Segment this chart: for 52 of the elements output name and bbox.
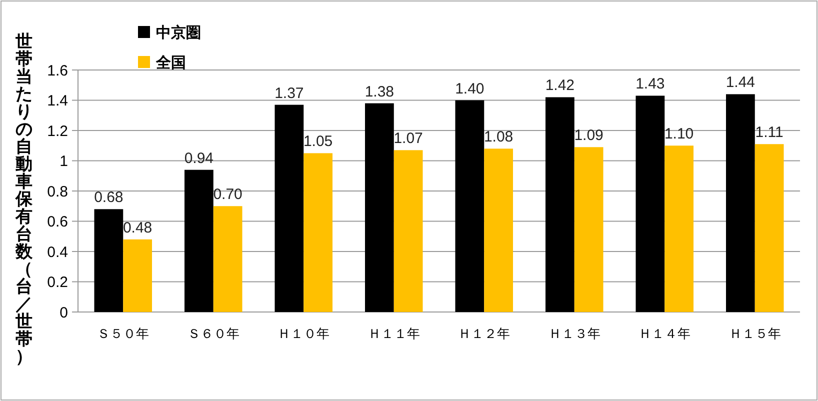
x-tick-label: Ｈ１１年 bbox=[368, 326, 420, 341]
bar bbox=[484, 148, 514, 312]
bar bbox=[394, 150, 423, 312]
bar bbox=[455, 100, 484, 312]
data-label: 1.07 bbox=[394, 130, 423, 148]
x-tick-label: Ｈ１５年 bbox=[728, 326, 781, 341]
bar bbox=[184, 170, 214, 312]
bar bbox=[545, 97, 574, 312]
bar bbox=[726, 94, 755, 312]
y-tick-label: 1.4 bbox=[47, 92, 68, 110]
data-label: 1.42 bbox=[545, 77, 575, 94]
x-tick-label: Ｈ１２年 bbox=[458, 326, 510, 341]
bar bbox=[213, 206, 242, 312]
x-tick-label: Ｈ１０年 bbox=[278, 326, 330, 341]
data-label: 1.40 bbox=[455, 80, 484, 98]
data-label: 0.94 bbox=[184, 150, 214, 167]
x-tick-label: Ｈ１４年 bbox=[638, 326, 691, 341]
bar bbox=[364, 103, 394, 312]
y-tick-label: 0.2 bbox=[47, 274, 68, 291]
data-label: 1.44 bbox=[726, 74, 756, 92]
y-tick-label: 0 bbox=[60, 304, 68, 322]
x-tick-label: Ｈ１３年 bbox=[548, 326, 600, 341]
data-label: 0.68 bbox=[94, 189, 124, 206]
data-label: 0.48 bbox=[122, 219, 152, 236]
y-tick-label: 0.8 bbox=[47, 183, 68, 200]
bar bbox=[574, 147, 604, 312]
legend-label: 全国 bbox=[155, 54, 186, 72]
data-label: 0.70 bbox=[213, 186, 242, 204]
bar bbox=[754, 144, 784, 312]
data-label: 1.37 bbox=[274, 84, 304, 102]
bar bbox=[94, 209, 124, 312]
bar bbox=[304, 153, 333, 312]
x-tick-label: Ｓ６０年 bbox=[187, 326, 240, 341]
y-tick-label: 0.4 bbox=[47, 244, 68, 261]
data-label: 1.09 bbox=[574, 127, 604, 144]
bar bbox=[123, 239, 152, 312]
data-label: 1.43 bbox=[636, 76, 665, 93]
text: 世帯当たりの自動車保有台数（台／世帯） bbox=[16, 32, 32, 366]
y-tick-label: 1 bbox=[60, 153, 68, 170]
data-label: 1.05 bbox=[303, 133, 333, 150]
x-tick-label: Ｓ５０年 bbox=[97, 326, 150, 341]
bar bbox=[636, 96, 665, 312]
bar bbox=[664, 146, 694, 312]
legend-label: 中京圏 bbox=[156, 23, 201, 42]
y-tick-label: 0.6 bbox=[47, 214, 68, 230]
bar bbox=[274, 104, 304, 312]
y-tick-label: 1.6 bbox=[47, 62, 68, 80]
data-label: 1.38 bbox=[364, 83, 394, 100]
data-label: 1.11 bbox=[755, 124, 784, 142]
y-tick-label: 1.2 bbox=[47, 122, 68, 140]
data-label: 1.08 bbox=[484, 128, 514, 146]
data-label: 1.10 bbox=[664, 126, 694, 143]
